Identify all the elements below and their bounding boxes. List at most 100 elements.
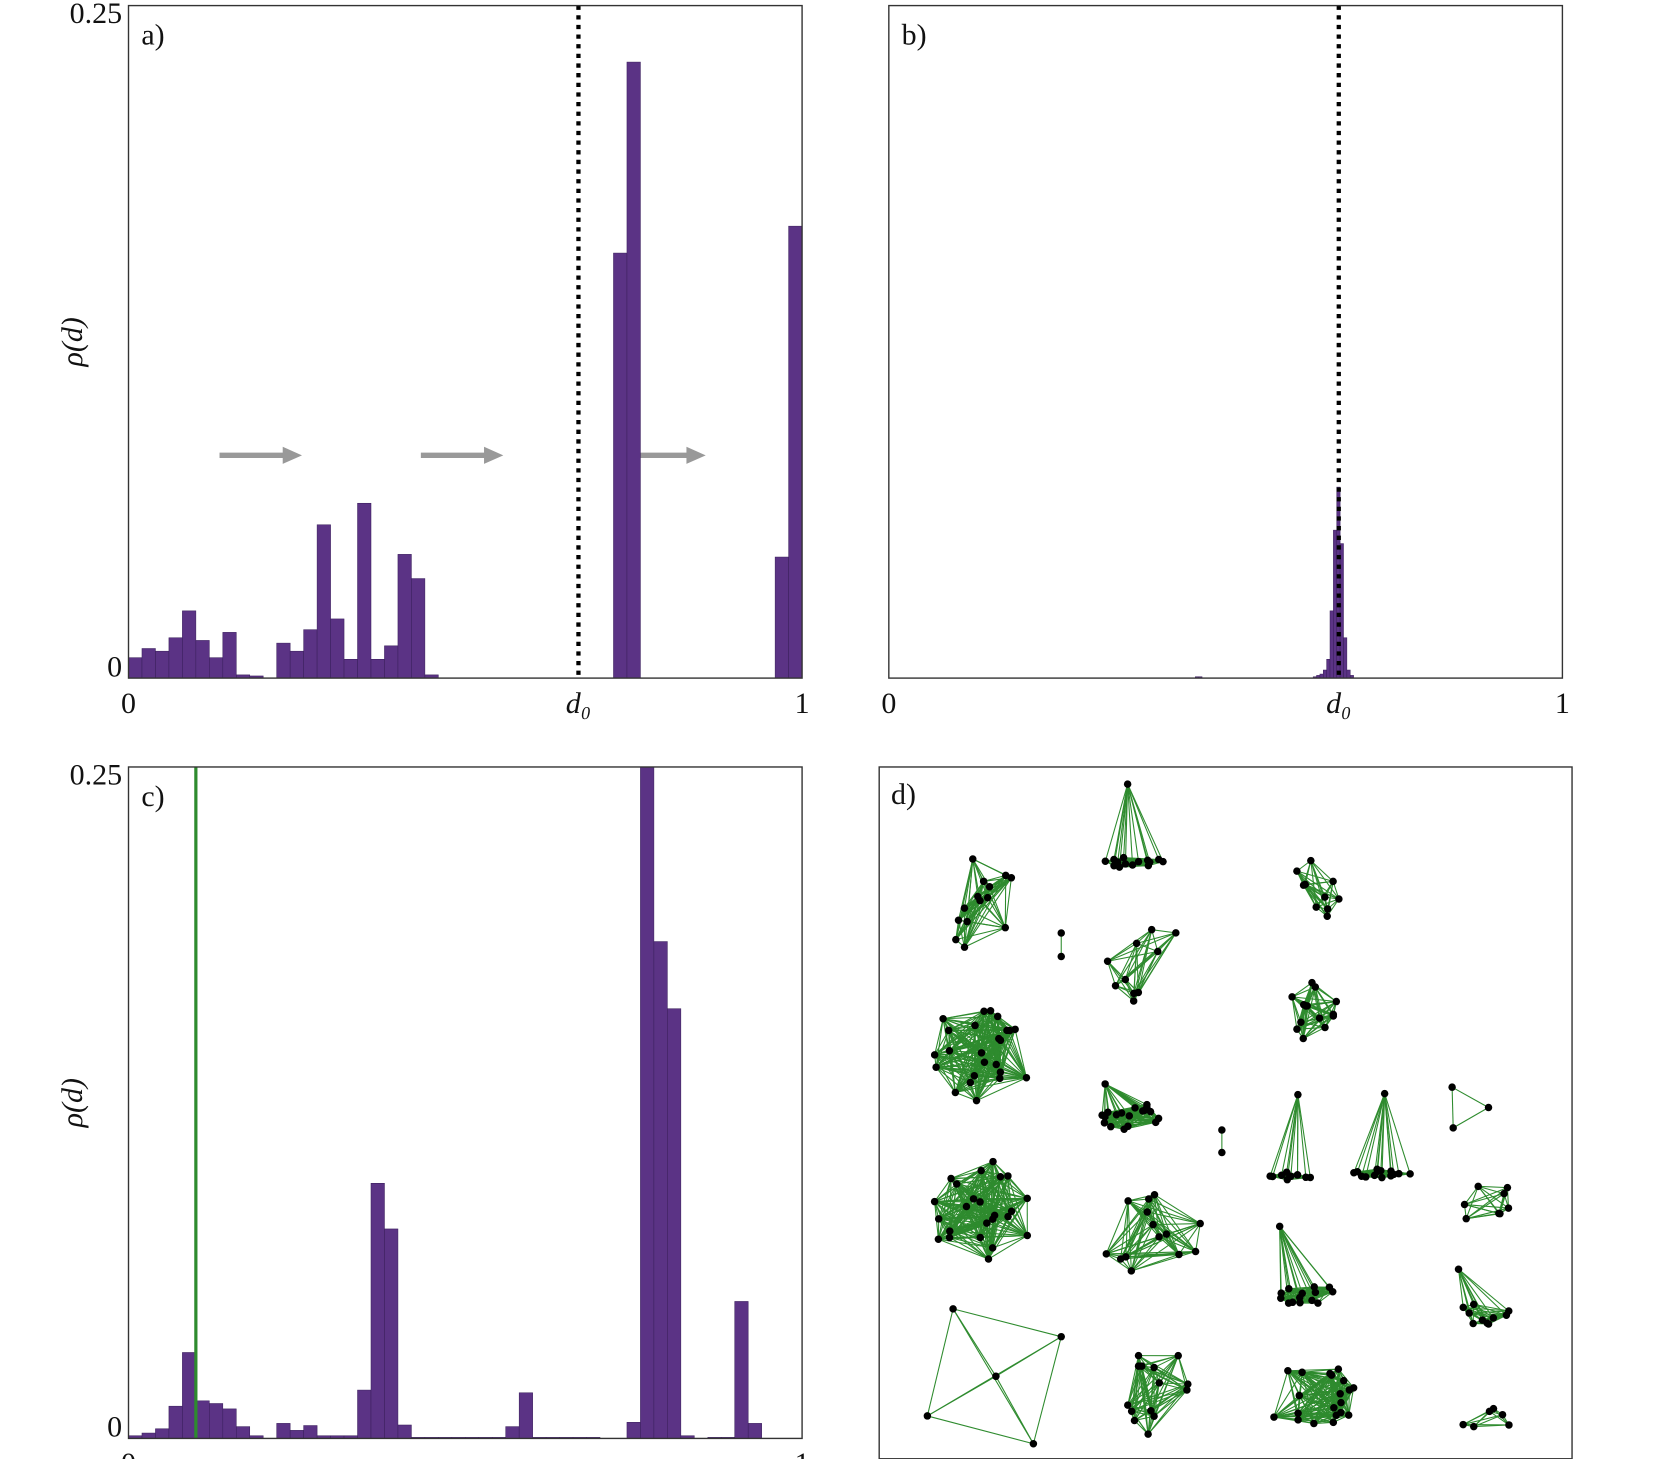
edge — [1297, 1094, 1311, 1178]
edge — [934, 1201, 989, 1260]
edge — [935, 1066, 956, 1093]
edge — [1458, 1269, 1475, 1305]
edge — [992, 1161, 1009, 1217]
edge — [1107, 932, 1177, 962]
edge — [1107, 929, 1153, 962]
node — [945, 1046, 954, 1055]
node — [1140, 1106, 1149, 1115]
edge — [1107, 950, 1158, 962]
edge — [1365, 1093, 1386, 1178]
edge — [1153, 1355, 1179, 1369]
edge — [995, 1376, 1034, 1445]
edge — [1105, 1211, 1148, 1255]
node — [1306, 1173, 1315, 1182]
edge — [994, 1214, 1028, 1236]
edge — [1478, 1185, 1508, 1189]
edge — [938, 1218, 993, 1249]
bar — [289, 1430, 304, 1439]
x-tick-label: 0 — [121, 1447, 136, 1459]
node — [934, 1235, 943, 1243]
node — [1175, 1250, 1183, 1259]
x-tick-label: 0 — [121, 687, 136, 720]
edge — [964, 897, 988, 909]
edge — [1304, 884, 1328, 917]
node — [946, 1227, 954, 1235]
node — [993, 1012, 1002, 1021]
edge — [1473, 1424, 1509, 1428]
edge — [1125, 1198, 1150, 1258]
edge — [1127, 784, 1134, 866]
edge — [1376, 1093, 1386, 1172]
edge — [949, 1050, 1001, 1073]
bar — [505, 1426, 520, 1439]
edge — [964, 877, 1012, 909]
edge — [1153, 1389, 1188, 1417]
edge — [948, 1030, 978, 1101]
x-tick-label: 0 — [881, 687, 896, 720]
x-tick-label: d₀ — [566, 687, 591, 720]
edge — [1310, 860, 1329, 910]
edge — [1115, 929, 1153, 986]
node — [983, 893, 992, 902]
node — [986, 1007, 995, 1015]
node — [980, 1058, 989, 1067]
edge — [1166, 1233, 1196, 1252]
edge — [1127, 1200, 1167, 1235]
edge — [1127, 783, 1160, 860]
bar — [397, 554, 412, 679]
edge — [1310, 860, 1334, 882]
edge — [1151, 929, 1176, 934]
node — [1498, 1410, 1507, 1419]
edge — [1138, 1365, 1189, 1385]
bar — [1343, 637, 1348, 679]
node — [1125, 1112, 1134, 1120]
edge — [1127, 1383, 1189, 1406]
edge — [949, 1050, 997, 1066]
node — [1287, 1172, 1295, 1181]
edge — [1286, 1094, 1299, 1173]
node — [1129, 997, 1138, 1005]
node — [1143, 1100, 1151, 1109]
node — [1146, 1107, 1155, 1116]
edge — [935, 1030, 950, 1068]
edge — [1297, 1094, 1307, 1178]
node — [1285, 1284, 1293, 1293]
edge — [1148, 1198, 1196, 1252]
edge — [964, 927, 1006, 948]
edge — [1104, 1116, 1125, 1130]
axes-frame — [127, 766, 803, 1440]
node — [1484, 1320, 1493, 1328]
node — [1151, 1118, 1160, 1127]
bar — [626, 61, 641, 679]
node — [1314, 1299, 1322, 1307]
node — [988, 1215, 997, 1223]
node — [939, 1014, 947, 1023]
node — [1323, 905, 1332, 913]
node — [960, 943, 969, 951]
edge — [1127, 1200, 1201, 1225]
node — [1102, 1250, 1111, 1258]
node — [1001, 923, 1010, 932]
edge — [988, 1235, 1028, 1260]
node — [1373, 1167, 1382, 1176]
node — [1101, 1080, 1109, 1088]
edge — [1348, 1387, 1355, 1416]
edge — [1273, 1402, 1342, 1418]
node — [1298, 1368, 1306, 1377]
edge — [1107, 960, 1135, 994]
edge — [1131, 1383, 1189, 1412]
edge — [1195, 1223, 1201, 1252]
edge — [1150, 1382, 1160, 1411]
node — [932, 1063, 940, 1071]
node — [1275, 1222, 1284, 1231]
edge — [1131, 1365, 1140, 1412]
node — [1270, 1413, 1278, 1421]
edge — [974, 1025, 1001, 1079]
node — [1489, 1314, 1498, 1322]
edge — [1299, 1394, 1337, 1416]
node — [1299, 1034, 1307, 1043]
edge — [983, 1010, 1027, 1078]
node — [923, 1412, 932, 1420]
edge — [943, 1015, 998, 1020]
edge — [1451, 1087, 1454, 1128]
